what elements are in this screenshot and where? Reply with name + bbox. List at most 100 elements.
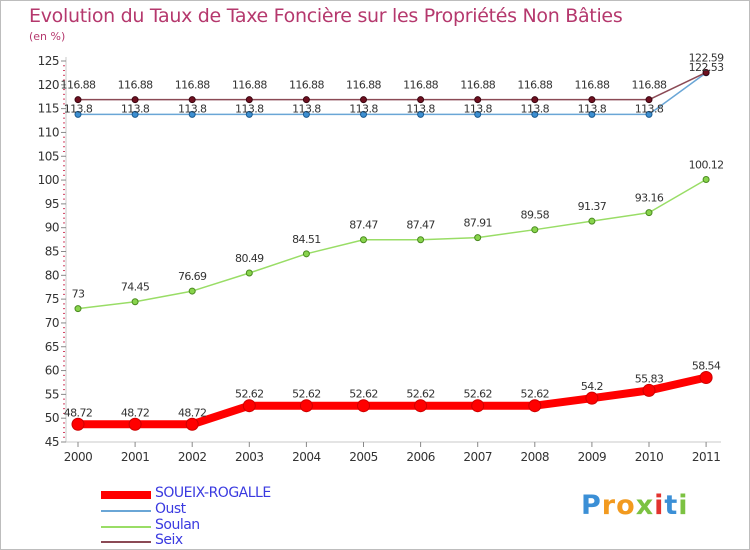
data-point-soueix-rogalle [242, 399, 256, 413]
data-point-oust [474, 110, 482, 118]
data-point-oust [245, 110, 253, 118]
data-label-oust: 113.8 [349, 102, 378, 115]
data-point-soueix-rogalle [71, 417, 85, 431]
logo-letter: x [635, 490, 655, 521]
legend-swatch-seix [101, 541, 151, 543]
data-label-soueix-rogalle: 58.54 [692, 360, 721, 373]
data-label-oust: 113.8 [292, 102, 321, 115]
data-label-soulan: 73 [72, 288, 85, 301]
point-labels: 73 74.45 76.69 80.49 84.51 87.47 87.47 87.91 89.… [61, 51, 725, 419]
series-lines [71, 68, 713, 431]
data-label-soulan: 87.47 [406, 219, 435, 232]
data-label-soueix-rogalle: 52.62 [521, 388, 550, 401]
data-label-seix: 116.88 [460, 79, 495, 92]
data-label-seix: 116.88 [632, 79, 667, 92]
data-label-seix: 122.59 [689, 51, 724, 64]
data-label-soueix-rogalle: 52.62 [349, 388, 378, 401]
y-tick-label: 45 [45, 435, 59, 449]
data-label-oust: 113.8 [463, 102, 492, 115]
y-tick-label: 110 [38, 125, 59, 139]
proxiti-logo: Proxiti [581, 490, 689, 521]
x-tick-label: 2005 [349, 450, 378, 464]
y-tick-label: 90 [45, 221, 59, 235]
data-point-soulan [74, 305, 82, 313]
data-point-seix [245, 96, 253, 104]
data-label-soueix-rogalle: 52.62 [292, 388, 321, 401]
logo-letter: t [664, 490, 679, 521]
data-label-soulan: 84.51 [292, 233, 321, 246]
data-point-soulan [702, 175, 710, 183]
data-point-oust [188, 110, 196, 118]
axes: 45 50 55 60 65 70 75 80 85 90 95 100 105 110 115 120 125… [38, 54, 721, 464]
data-point-seix [417, 96, 425, 104]
x-tick-label: 2008 [521, 450, 550, 464]
y-tick-label: 65 [45, 340, 59, 354]
data-label-soueix-rogalle: 48.72 [178, 406, 207, 419]
data-point-seix [474, 96, 482, 104]
data-point-oust [74, 110, 82, 118]
data-label-soulan: 100.12 [689, 158, 724, 171]
data-point-soueix-rogalle [185, 417, 199, 431]
series-line-soulan [77, 178, 707, 310]
data-label-oust: 113.8 [406, 102, 435, 115]
data-point-soueix-rogalle [414, 399, 428, 413]
legend-label-soueix-rogalle: SOUEIX-ROGALLE [155, 485, 271, 501]
chart-title: Evolution du Taux de Taxe Foncière sur l… [29, 5, 623, 27]
data-label-seix: 116.88 [346, 79, 381, 92]
y-tick-label: 50 [45, 411, 59, 425]
data-point-soueix-rogalle [299, 399, 313, 413]
data-point-soulan [360, 236, 367, 244]
data-point-seix [188, 96, 196, 104]
data-point-soueix-rogalle [699, 371, 713, 385]
logo-letter: r [601, 490, 617, 521]
data-label-oust: 113.8 [578, 102, 607, 115]
data-point-oust [417, 110, 425, 118]
data-point-seix [531, 96, 539, 104]
series-soulan [74, 175, 710, 313]
data-point-soulan [474, 234, 482, 242]
data-label-soueix-rogalle: 52.62 [406, 388, 435, 401]
data-point-soulan [188, 287, 196, 295]
legend-swatch-soulan [101, 526, 151, 528]
legend-label-soulan: Soulan [155, 517, 200, 533]
data-label-soulan: 91.37 [578, 200, 607, 213]
x-tick-label: 2010 [635, 450, 664, 464]
y-tick-label: 105 [38, 149, 59, 163]
x-tick-label: 2007 [463, 450, 492, 464]
data-label-seix: 116.88 [289, 79, 324, 92]
data-point-soueix-rogalle [528, 399, 542, 413]
data-point-soulan [588, 217, 596, 225]
x-tick-label: 2011 [692, 450, 721, 464]
series-line-oust [77, 72, 707, 116]
data-point-seix [74, 96, 82, 104]
data-label-seix: 116.88 [118, 79, 153, 92]
data-point-seix [702, 68, 710, 76]
data-point-oust [645, 110, 653, 118]
y-tick-label: 125 [38, 54, 59, 68]
data-point-oust [531, 110, 539, 118]
data-point-seix [302, 96, 310, 104]
x-tick-label: 2006 [406, 450, 435, 464]
x-tick-label: 2002 [178, 450, 207, 464]
logo-letter: i [678, 490, 689, 521]
data-label-seix: 116.88 [175, 79, 210, 92]
data-point-soueix-rogalle [471, 399, 485, 413]
data-point-seix [588, 96, 596, 104]
data-point-soulan [645, 209, 653, 217]
data-label-soulan: 89.58 [521, 209, 550, 222]
data-label-seix: 116.88 [232, 79, 267, 92]
legend-swatch-oust [101, 510, 151, 512]
data-label-seix: 116.88 [517, 79, 552, 92]
x-tick-label: 2000 [64, 450, 93, 464]
data-point-seix [360, 96, 367, 104]
series-line-seix [77, 71, 707, 101]
y-tick-label: 95 [45, 197, 59, 211]
y-tick-label: 60 [45, 364, 59, 378]
data-label-soueix-rogalle: 48.72 [121, 406, 150, 419]
data-label-soueix-rogalle: 48.72 [64, 406, 93, 419]
y-tick-label: 70 [45, 316, 59, 330]
legend-label-seix: Seix [155, 532, 183, 548]
data-point-seix [131, 96, 139, 104]
y-axis-unit-label: (en %) [29, 30, 66, 43]
data-label-soulan: 74.45 [121, 281, 150, 294]
